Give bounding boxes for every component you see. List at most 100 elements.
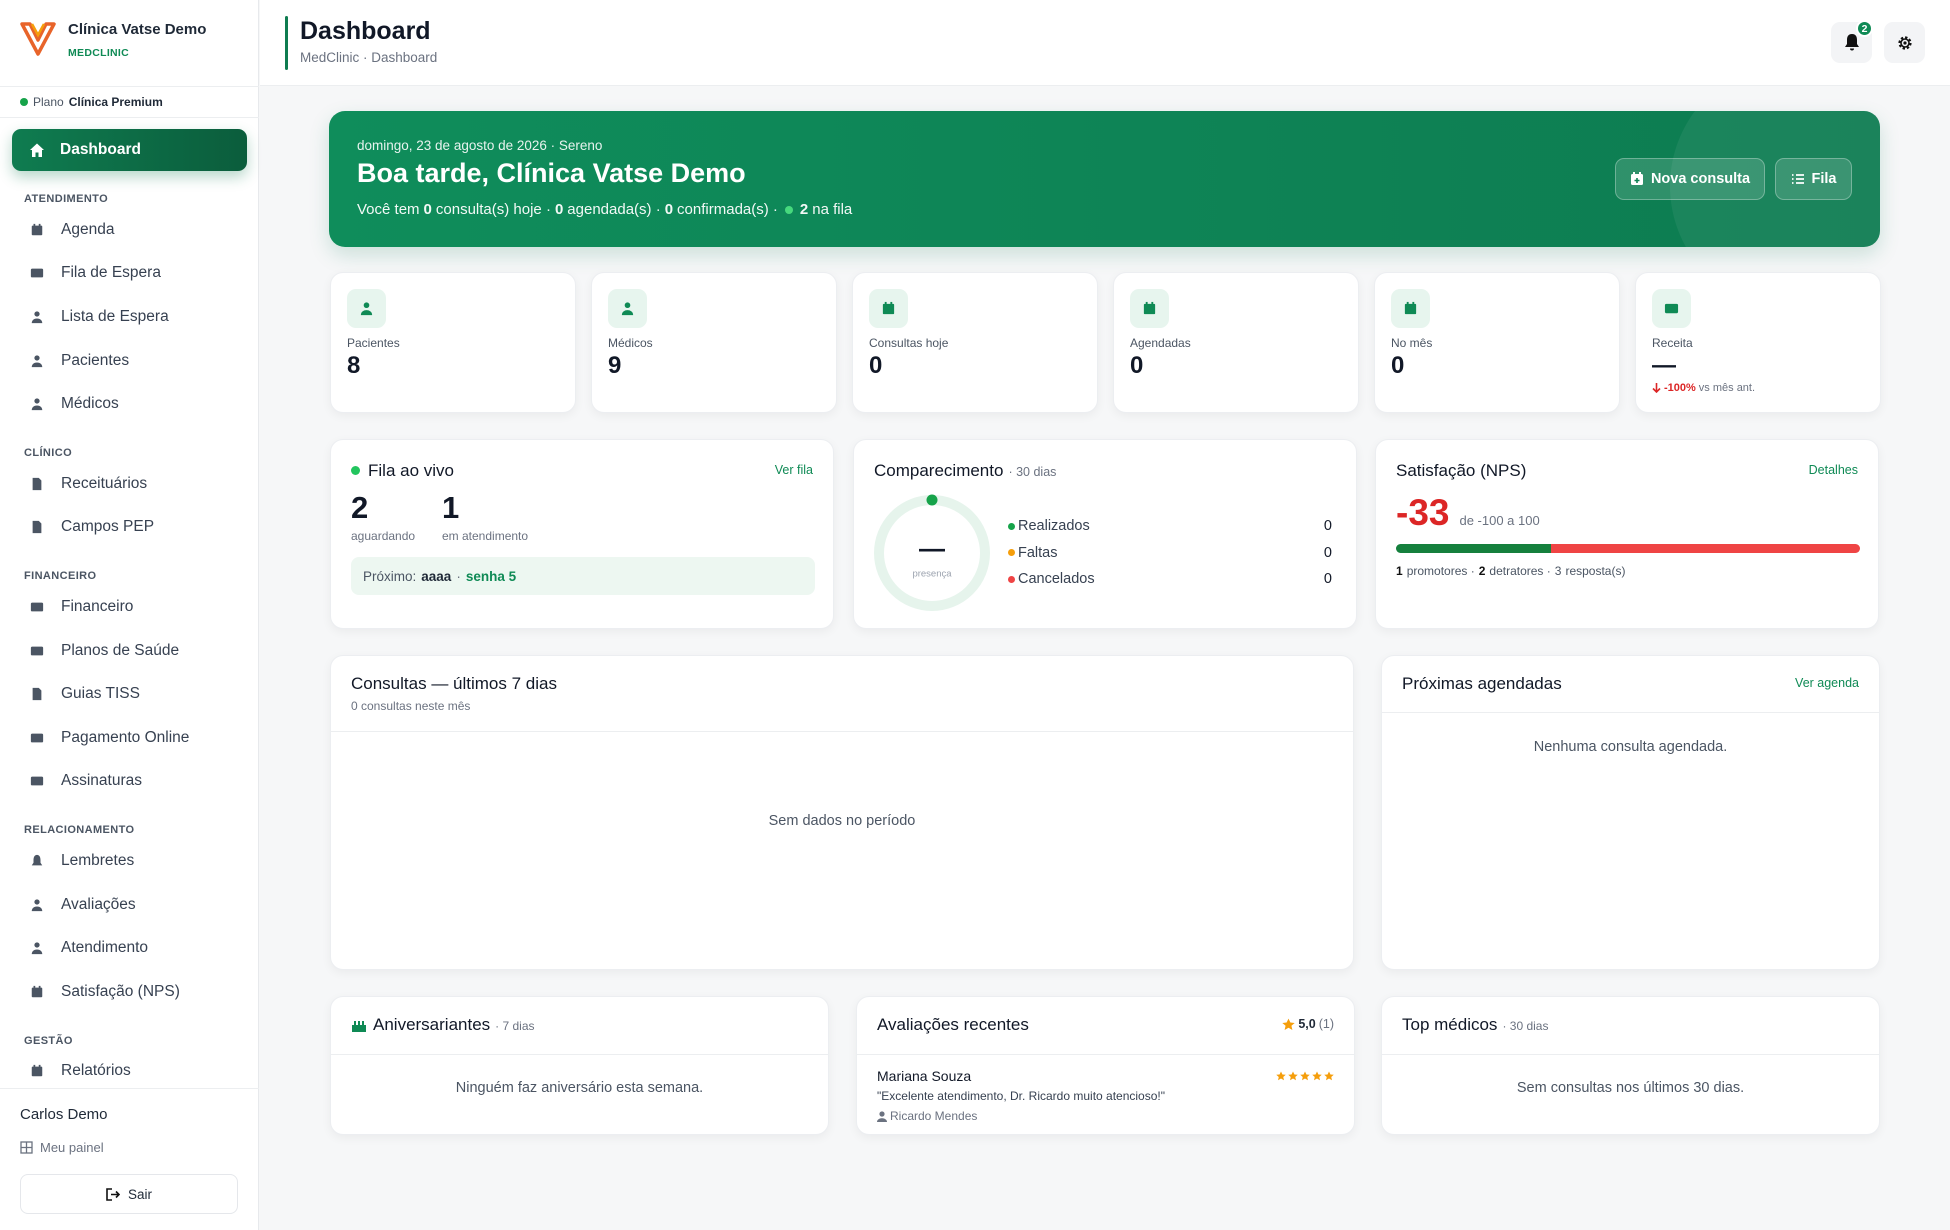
legend-value: 0 [1323, 571, 1332, 587]
nav-item[interactable]: Lista de Espera [0, 295, 258, 339]
icon-part [38, 223, 41, 227]
nav-item[interactable]: Fila de Espera [0, 252, 258, 296]
icon-part [890, 301, 893, 305]
live-queue-card: Fila ao vivo Ver fila 2 aguardando 1 em … [330, 439, 834, 629]
divider [1382, 1054, 1879, 1055]
card-title: Fila ao vivo [368, 461, 454, 480]
user-link[interactable]: Meu painel [20, 1140, 104, 1155]
plan-name: Clínica Premium [68, 95, 163, 109]
date: domingo, 23 de agosto de 2026 · Sereno [357, 138, 603, 153]
waiting-label: aguardando [351, 529, 416, 543]
logout-button[interactable]: Sair [20, 1174, 238, 1214]
nav-label: Lista de Espera [61, 307, 169, 325]
summary-text: agendada(s) · [567, 201, 661, 218]
nav: ATENDIMENTO Agenda Fila de Espera Lista de … [0, 190, 258, 1087]
nps-score-row: -33 de -100 a 100 [1396, 492, 1540, 534]
nav-item[interactable]: Guias TISS [0, 672, 258, 716]
card-title: Aniversariantes [373, 1015, 491, 1034]
icon-part [30, 646, 44, 655]
nav-label: Pacientes [61, 351, 130, 369]
icon-part [363, 302, 370, 309]
notifications-button[interactable] [1831, 22, 1872, 63]
card-title: Consultas — últimos 7 dias [351, 674, 557, 693]
stat-label: Receita [1652, 336, 1693, 350]
icon-part [30, 602, 44, 612]
stat-card: Médicos 9 [591, 272, 837, 413]
settings-button[interactable] [1884, 22, 1925, 63]
card-link[interactable]: Ver agenda [1795, 676, 1859, 690]
card-title: Avaliações recentes [877, 1015, 1029, 1034]
breadcrumb: MedClinic · Dashboard [300, 50, 438, 65]
change-arrow [1652, 383, 1661, 393]
icon-part [624, 302, 631, 309]
responses-label: resposta(s) [1565, 564, 1626, 578]
card-subtitle: 0 consultas neste mês [351, 699, 471, 713]
nav-item[interactable]: Assinaturas [0, 760, 258, 804]
card-link[interactable]: Detalhes [1808, 463, 1858, 477]
card-title: Top médicos [1402, 1015, 1498, 1034]
icon-part [32, 521, 42, 534]
nps-range: de -100 a 100 [1459, 513, 1540, 528]
divider [0, 86, 259, 87]
icon [31, 942, 43, 955]
stat-change: -100% vs mês ant. [1652, 382, 1755, 394]
star [1276, 1071, 1286, 1081]
stat-value: 0 [869, 352, 883, 379]
nav-item[interactable]: Financeiro [0, 585, 258, 629]
stat-icon [1130, 289, 1169, 328]
stat-value: 8 [347, 352, 361, 379]
detractors: 2 [1478, 564, 1486, 578]
queue-button[interactable]: Fila [1775, 158, 1852, 200]
empty-state: Sem consultas nos últimos 30 dias. [1516, 1080, 1745, 1096]
nav-label: Receituários [61, 474, 148, 492]
nav-item[interactable]: Avaliações [0, 883, 258, 927]
title-accent [285, 16, 288, 70]
icon-part [38, 985, 41, 989]
icon [877, 1110, 887, 1122]
nps-promoters-bar [1396, 544, 1551, 553]
nav-item[interactable]: Receituários [0, 462, 258, 506]
reviews-card: Avaliações recentes 5,0 (1) Mariana Souza… [856, 996, 1355, 1135]
icon [1791, 174, 1804, 184]
star-shape [1324, 1071, 1334, 1081]
nav-item[interactable]: Satisfação (NPS) [0, 970, 258, 1014]
nav-section-title: ATENDIMENTO [24, 193, 109, 205]
icon [31, 1065, 43, 1077]
nav-label: Avaliações [61, 895, 136, 913]
divider [857, 1054, 1354, 1055]
nav-item[interactable]: Planos de Saúde [0, 629, 258, 673]
summary-number: 2 [799, 201, 809, 218]
stat-value: 9 [608, 352, 622, 379]
icon-part [34, 942, 40, 948]
nav-label: Satisfação (NPS) [61, 982, 180, 1000]
nav-item[interactable]: Campos PEP [0, 506, 258, 550]
icon [882, 301, 895, 315]
nav-label: Assinaturas [61, 772, 142, 790]
icon-part [33, 1065, 36, 1068]
review-text: "Excelente atendimento, Dr. Ricardo muit… [877, 1089, 1165, 1103]
nav-item[interactable]: Agenda [0, 208, 258, 252]
nav-item[interactable]: Relatórios [0, 1050, 258, 1088]
icon-part [33, 985, 36, 989]
notification-badge: 2 [1856, 20, 1873, 37]
nav-dashboard[interactable]: Dashboard [12, 129, 247, 171]
welcome-banner: domingo, 23 de agosto de 2026 · Sereno B… [329, 111, 1880, 247]
donut-label: presença [912, 569, 952, 580]
nav-item[interactable]: Pacientes [0, 339, 258, 383]
summary-text: confirmada(s) · [677, 201, 778, 218]
icon-part [360, 310, 373, 316]
nps-score: -33 [1396, 492, 1450, 533]
nav-label: Pagamento Online [61, 728, 190, 746]
new-appointment-button[interactable]: Nova consulta [1615, 158, 1765, 200]
nav-item[interactable]: Atendimento [0, 926, 258, 970]
responses: 3 [1554, 564, 1562, 578]
legend-name: Realizados [1018, 518, 1090, 534]
icon-part [34, 398, 40, 404]
icon [1282, 1018, 1296, 1030]
nav-item[interactable]: Médicos [0, 382, 258, 426]
reviewer: Mariana Souza [877, 1068, 972, 1084]
icon-part [31, 854, 43, 866]
nav-item[interactable]: Lembretes [0, 839, 258, 883]
nav-item[interactable]: Pagamento Online [0, 716, 258, 760]
card-link[interactable]: Ver fila [774, 463, 813, 477]
